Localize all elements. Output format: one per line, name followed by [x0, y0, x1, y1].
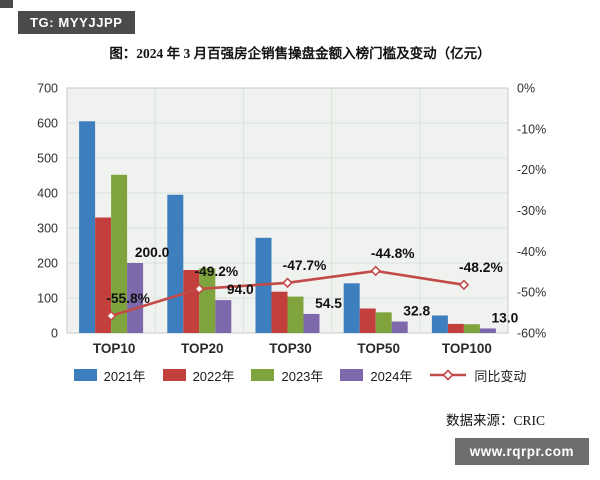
left-axis-tick: 200	[37, 257, 58, 271]
line-value-label-TOP20: -49.2%	[194, 264, 238, 279]
bar-value-label-TOP100: 13.0	[491, 310, 518, 325]
left-axis-tick: 0	[51, 327, 58, 341]
bar-2022年-TOP30	[271, 291, 288, 333]
x-axis-label-TOP30: TOP30	[269, 341, 312, 356]
bar-2023年-TOP10	[111, 174, 128, 333]
telegram-badge: TG: MYYJJPP	[18, 11, 135, 34]
corner-fragment	[0, 0, 13, 8]
line-marker-TOP30	[282, 277, 293, 289]
bar-2022年-TOP50	[359, 308, 376, 333]
legend-line-diamond-icon	[430, 369, 467, 381]
line-marker-TOP50	[370, 265, 382, 277]
left-axis-tick: 600	[37, 117, 58, 131]
right-axis-tick: -10%	[517, 122, 546, 136]
x-axis-label-TOP100: TOP100	[442, 341, 492, 356]
x-axis-label-TOP50: TOP50	[357, 341, 400, 356]
bar-2023年-TOP20	[199, 268, 216, 333]
bar-2024年-TOP100	[479, 328, 496, 333]
bar-value-label-TOP10: 200.0	[135, 245, 170, 260]
left-axis-tick: 700	[37, 82, 58, 96]
line-value-label-TOP10: -55.8%	[106, 291, 150, 306]
bar-2024年-TOP50	[391, 321, 408, 333]
line-value-label-TOP100: -48.2%	[459, 260, 503, 275]
bar-value-label-TOP20: 94.0	[227, 282, 254, 297]
legend: 2021年 2022年 2023年 2024年 同比变动	[0, 364, 600, 386]
bar-2022年-TOP100	[447, 323, 464, 333]
legend-label: 2023年	[281, 368, 324, 384]
bar-2023年-TOP30	[287, 296, 304, 333]
bar-value-label-TOP30: 54.5	[315, 296, 342, 311]
right-axis-tick: -60%	[517, 327, 546, 341]
line-value-label-TOP50: -44.8%	[371, 246, 415, 261]
legend-label: 同比变动	[474, 368, 527, 384]
legend-swatch	[340, 369, 364, 381]
left-axis-tick: 100	[37, 292, 58, 306]
left-axis-tick: 500	[37, 152, 58, 166]
bar-2021年-TOP20	[167, 194, 184, 333]
right-axis-tick: 0%	[517, 82, 535, 96]
legend-item-2023年: 2023年	[251, 366, 323, 385]
bar-value-label-TOP50: 32.8	[403, 304, 430, 319]
legend-swatch	[73, 369, 97, 381]
bar-2021年-TOP100	[431, 315, 448, 333]
left-axis-tick: 300	[37, 222, 58, 236]
right-axis-tick: -30%	[517, 204, 546, 218]
legend-label: 2022年	[192, 368, 235, 384]
right-axis-tick: -50%	[517, 286, 546, 300]
bar-2023年-TOP50	[375, 312, 392, 333]
legend-label: 2021年	[103, 368, 146, 384]
line-marker-TOP100	[458, 279, 470, 291]
watermark: www.rqrpr.com	[454, 438, 589, 465]
legend-item-2024年: 2024年	[340, 366, 412, 385]
bar-2024年-TOP20	[215, 300, 232, 333]
legend-swatch	[251, 369, 275, 381]
line-marker-TOP20	[193, 283, 205, 295]
right-axis-tick: -40%	[517, 245, 546, 259]
bar-2023年-TOP100	[463, 324, 480, 333]
bar-2022年-TOP10	[95, 217, 112, 333]
chart-title: 图：2024 年 3 月百强房企销售操盘金额入榜门槛及变动（亿元）	[109, 46, 491, 61]
bar-2021年-TOP50	[343, 283, 360, 333]
bar-2021年-TOP10	[79, 121, 96, 333]
legend-item-同比变动: 同比变动	[429, 366, 526, 385]
legend-item-2021年: 2021年	[73, 366, 146, 385]
left-axis-tick: 400	[37, 187, 58, 201]
line-marker-TOP10	[105, 310, 117, 322]
legend-label: 2024年	[370, 368, 413, 384]
bar-2022年-TOP20	[183, 270, 200, 333]
legend-item-2022年: 2022年	[162, 366, 235, 385]
line-value-label-TOP30: -47.7%	[283, 258, 327, 273]
right-axis-tick: -20%	[517, 163, 546, 177]
x-axis-label-TOP20: TOP20	[181, 341, 224, 356]
data-source: 数据来源：CRIC	[445, 413, 545, 428]
bar-2024年-TOP10	[127, 263, 144, 333]
x-axis-label-TOP10: TOP10	[93, 341, 136, 356]
bar-2024年-TOP30	[303, 313, 320, 333]
legend-swatch	[162, 369, 186, 381]
